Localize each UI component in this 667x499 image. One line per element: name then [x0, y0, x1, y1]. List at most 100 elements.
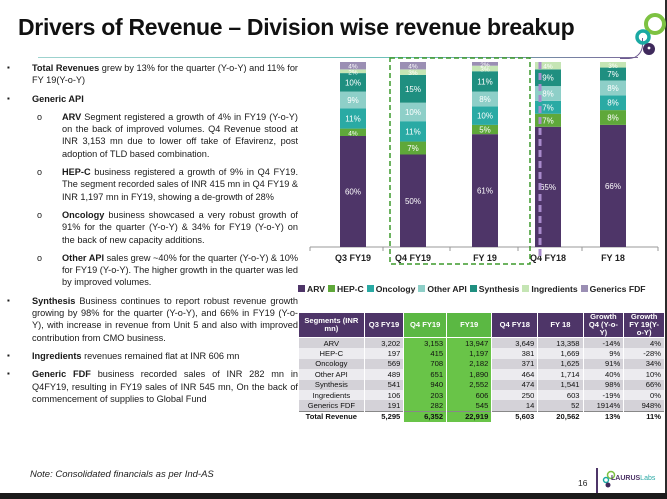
bar-segment-ingredients — [400, 69, 426, 75]
table-cell: 1,714 — [537, 369, 584, 380]
bullet-heading: Other API — [62, 252, 105, 263]
table-row: HEP-C 197 415 1,197 381 1,669 9% -28% — [298, 348, 665, 359]
bullet-marker: ▪ — [7, 63, 10, 72]
table-cell: 2,182 — [446, 358, 493, 370]
page-title: Drivers of Revenue – Division wise reven… — [18, 14, 575, 40]
table-cell: 1,197 — [446, 348, 493, 359]
table-cell: 197 — [363, 348, 405, 359]
data-label: 7% — [542, 103, 554, 112]
table-cell: 651 — [403, 369, 448, 380]
data-label: 4% — [408, 64, 418, 71]
chart-svg: 60%4%11%9%10%2%4%Q3 FY1950%7%11%10%15%3%… — [309, 57, 659, 265]
page-number: 16 — [578, 478, 588, 488]
table-cell: 22,919 — [446, 410, 493, 423]
data-label: 65% — [540, 183, 556, 192]
data-label: 2% — [348, 69, 358, 76]
bullet-marker: o — [37, 111, 43, 122]
bullet-marker: o — [37, 252, 43, 263]
table-cell: 52 — [537, 400, 584, 412]
footer-logo: LAURUSLabs — [602, 470, 662, 492]
legend-item: HEP-C — [328, 284, 364, 294]
column-header: Q3 FY19 — [363, 312, 405, 338]
table-cell: -19% — [582, 389, 625, 401]
table-cell: 474 — [491, 379, 539, 390]
table-cell: 545 — [446, 400, 493, 412]
title-divider-curve — [620, 38, 643, 59]
bar-segment-generics-fdf — [472, 62, 498, 66]
data-label: 11% — [405, 127, 420, 136]
bar-segment-other-api — [472, 91, 498, 107]
bar-segment-generics-fdf — [400, 62, 426, 70]
table-cell: 3,649 — [491, 337, 539, 349]
data-label: 2% — [480, 62, 490, 69]
data-label: 4% — [543, 64, 553, 71]
table-cell: 13,947 — [446, 337, 493, 349]
subbullet-arv: o ARV Segment registered a growth of 4% i… — [6, 111, 298, 160]
table-cell: 14 — [491, 400, 539, 412]
table-cell: 1914% — [582, 400, 625, 412]
table-cell: 20,562 — [537, 410, 584, 423]
table-cell: 98% — [582, 379, 625, 390]
bar-segment-ingredients — [340, 69, 366, 74]
bullet-total-revenues: ▪ Total Revenues grew by 13% for the quar… — [6, 62, 298, 87]
column-header: FY19 — [446, 312, 493, 338]
bullet-marker: o — [37, 209, 43, 220]
bar-segment-synthesis — [340, 73, 366, 92]
bar-segment-oncology — [600, 95, 626, 111]
bullet-ingredients: ▪ Ingredients revenues remained flat at I… — [6, 350, 298, 362]
table-cell: 13% — [582, 410, 625, 423]
table-cell: 948% — [623, 400, 665, 412]
segment-name: Other API — [298, 369, 365, 380]
data-label: 10% — [345, 78, 361, 87]
column-header: Growth Q4 (Y-o-Y) — [582, 312, 625, 338]
table-cell: 371 — [491, 358, 539, 370]
table-cell: 3,202 — [363, 337, 405, 349]
table-cell: 606 — [446, 389, 493, 401]
table-cell: 0% — [623, 389, 665, 401]
data-label: 7% — [607, 70, 619, 79]
segment-name: Ingredients — [298, 389, 365, 401]
table-cell: 464 — [491, 369, 539, 380]
bar-segment-synthesis — [600, 67, 626, 81]
bar-segment-other-api — [600, 80, 626, 96]
legend-item: Other API — [418, 284, 467, 294]
segment-name: Generics FDF — [298, 400, 365, 412]
table-cell: 541 — [363, 379, 405, 390]
data-label: 61% — [477, 187, 493, 196]
segment-name: ARV — [298, 337, 365, 349]
bar-segment-arv — [400, 154, 426, 247]
table-cell: 91% — [582, 358, 625, 370]
bullet-heading: HEP-C — [62, 167, 91, 178]
table-header-row: Segments (INR mn) Q3 FY19 Q4 FY19 FY19 Q4 FY… — [298, 312, 665, 338]
subbullet-hepc: o HEP-C business registered a growth of 9… — [6, 166, 298, 203]
data-label: 8% — [607, 84, 619, 93]
bullet-heading: Ingredients — [32, 350, 82, 361]
table-cell: 4% — [623, 337, 665, 349]
footnote: Note: Consolidated financials as per Ind… — [30, 469, 214, 480]
data-label: 60% — [345, 188, 361, 197]
bar-segment-ingredients — [600, 62, 626, 68]
bar-segment-hep-c — [400, 141, 426, 155]
legend-label: Generics FDF — [589, 284, 646, 294]
bar-segment-oncology — [400, 121, 426, 142]
bullet-generic-api: ▪ Generic API — [6, 93, 298, 105]
data-label: 10% — [477, 112, 493, 121]
table-cell: 5,295 — [363, 410, 405, 423]
bullet-synthesis: ▪ Synthesis Business continues to report … — [6, 295, 298, 344]
legend-label: Ingredients — [531, 284, 578, 294]
table-cell: 203 — [403, 389, 448, 401]
bullet-heading: Oncology — [62, 209, 105, 220]
table-cell: 708 — [403, 358, 448, 370]
bar-segment-oncology — [340, 108, 366, 129]
table-cell: 66% — [623, 379, 665, 390]
bullet-text: business recorded sales of INR 282 mn in… — [32, 369, 298, 404]
data-label: 3% — [408, 70, 418, 77]
x-tick-label: FY 18 — [601, 253, 625, 263]
data-label: 7% — [407, 144, 419, 153]
subbullet-other-api: o Other API sales grew ~40% for the quart… — [6, 252, 298, 289]
data-label: 4% — [348, 64, 358, 71]
table-cell: 1,541 — [537, 379, 584, 390]
legend-label: Synthesis — [478, 284, 520, 294]
bullet-text: grew by 13% for the quarter (Y-o-Y) and … — [32, 63, 298, 86]
data-label: 8% — [607, 114, 619, 123]
